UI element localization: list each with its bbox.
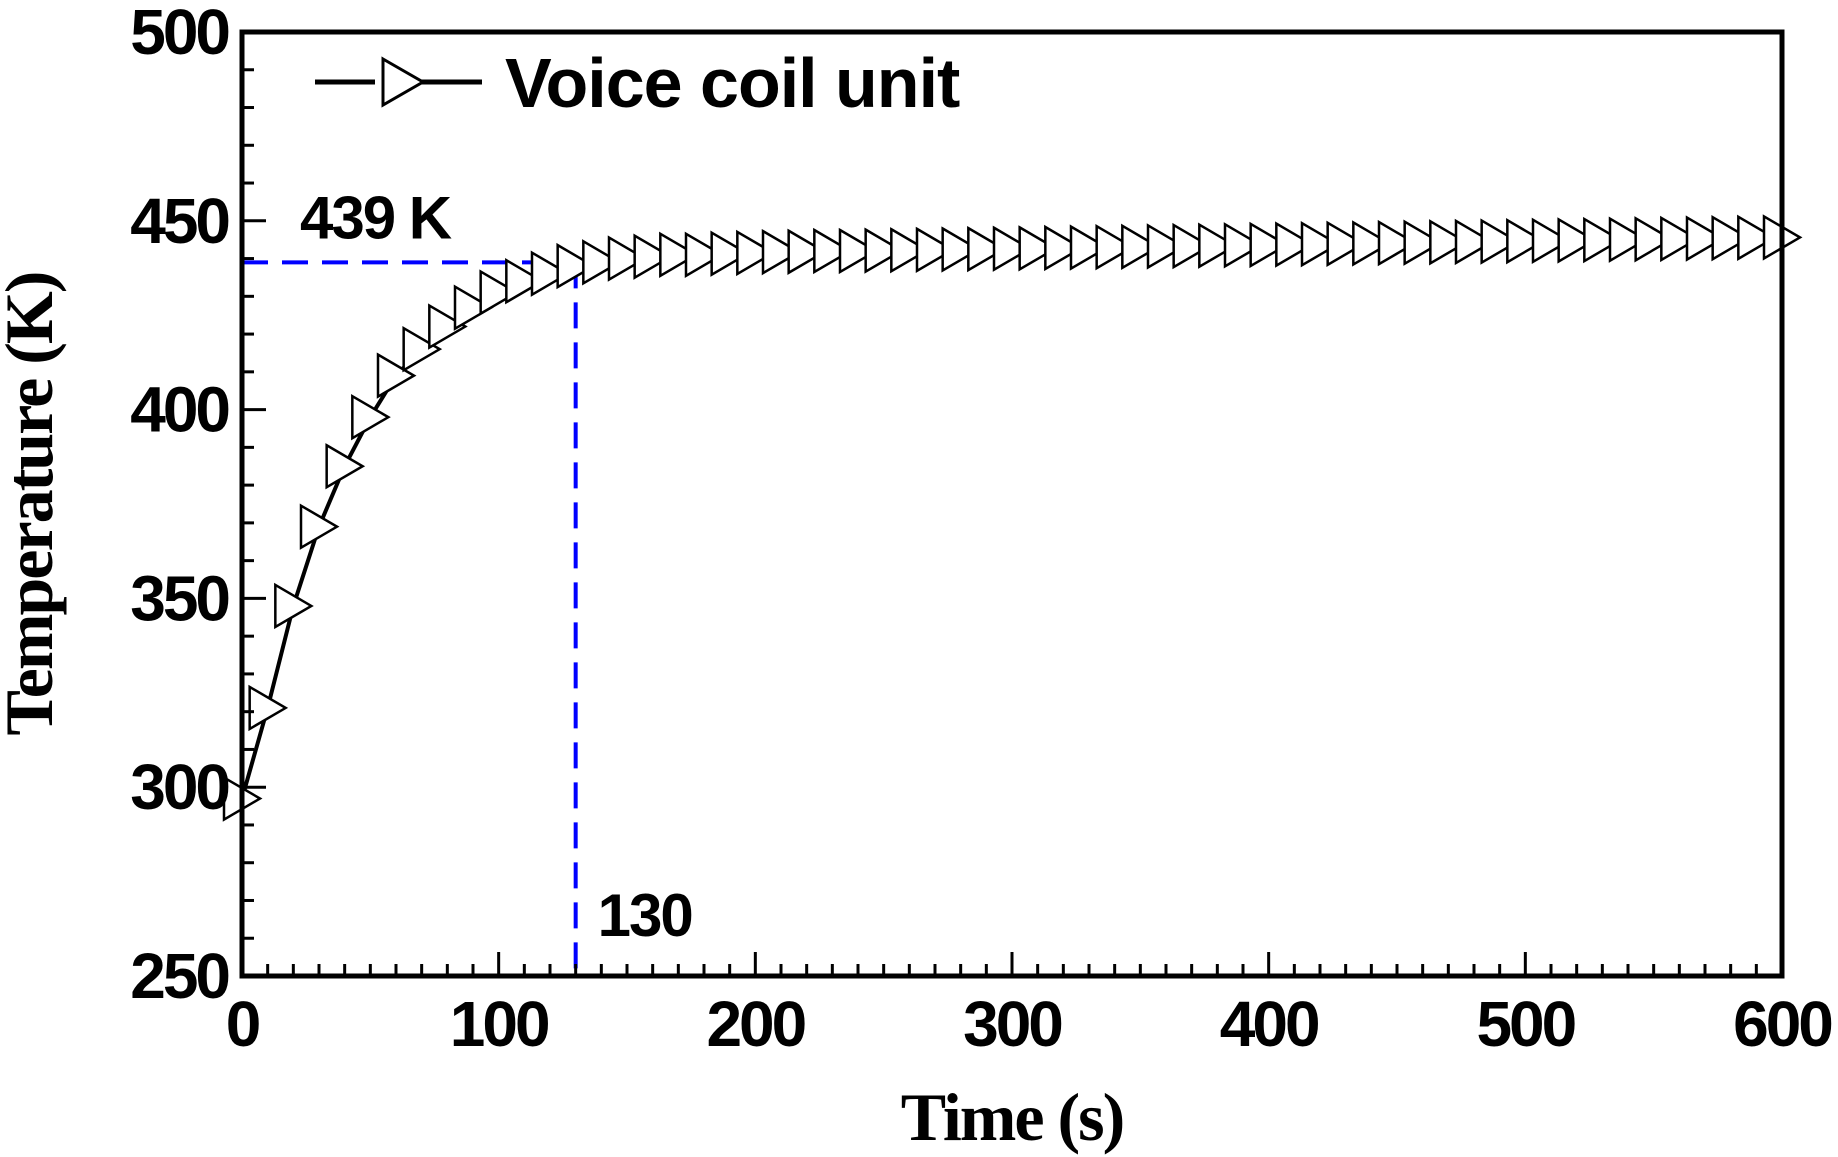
x-tick-label: 100 (450, 988, 548, 1060)
x-tick-label: 0 (226, 988, 259, 1060)
data-point-marker (1480, 218, 1521, 265)
data-point-marker (1660, 215, 1700, 263)
data-point-marker (1121, 223, 1161, 271)
data-point-marker (402, 326, 443, 373)
legend-label: Voice coil unit (505, 44, 960, 122)
data-point-marker (1172, 222, 1213, 270)
data-point-marker (659, 231, 699, 278)
data-point-marker (967, 225, 1007, 273)
data-point-marker (1429, 219, 1469, 266)
data-point-marker (325, 443, 366, 490)
annotation-130: 130 (598, 882, 692, 949)
x-tick-label: 500 (1476, 988, 1574, 1060)
data-point-marker (941, 226, 982, 273)
data-point-marker (274, 582, 314, 630)
x-tick-label: 400 (1220, 988, 1318, 1060)
data-point-marker (1531, 217, 1572, 264)
data-point-marker (607, 235, 648, 282)
data-point-marker (1095, 224, 1136, 271)
data-point-marker (838, 227, 879, 275)
data-point-marker (479, 269, 520, 316)
y-tick-label: 250 (130, 940, 228, 1012)
data-point-marker (1249, 221, 1290, 269)
data-point-marker (299, 503, 340, 550)
y-axis-title: Temperature (K) (0, 273, 67, 736)
data-point-marker (813, 227, 853, 275)
legend-triangle-marker (381, 56, 427, 108)
data-point-marker (915, 226, 956, 274)
legend: Voice coil unit (315, 44, 961, 122)
data-point-marker (864, 227, 905, 274)
data-point-marker (376, 352, 417, 399)
reference-lines (242, 260, 578, 976)
data-point-marker (530, 250, 571, 297)
data-point-marker (1608, 216, 1649, 263)
axis-ticks (240, 30, 1784, 978)
data-point-marker (633, 233, 674, 280)
data-point-marker (428, 303, 468, 350)
data-point-marker (1300, 221, 1341, 268)
data-point-marker (761, 228, 802, 276)
data-point-marker (1377, 219, 1418, 267)
data-point-marker (1069, 224, 1110, 271)
data-point-marker (582, 239, 622, 286)
x-tick-label: 600 (1733, 988, 1831, 1060)
data-point-marker (787, 228, 828, 275)
data-point-marker (1685, 215, 1726, 262)
annotation-439-k: 439 K (300, 184, 452, 251)
data-point-marker (505, 258, 545, 305)
data-point-marker (1326, 220, 1367, 268)
data-point-marker (556, 242, 597, 290)
data-point-marker (1403, 219, 1444, 266)
data-point-marker (684, 231, 725, 278)
y-tick-label: 500 (130, 0, 228, 68)
data-point-marker (1737, 214, 1777, 261)
tick-labels: 0 100 200 300 400 500 600 250 300 350 400 450 500 (130, 0, 1834, 1060)
data-point-marker (1275, 221, 1315, 268)
x-tick-label: 300 (963, 988, 1061, 1060)
y-tick-label: 450 (130, 185, 228, 257)
data-point-marker (1198, 222, 1238, 269)
data-point-marker (890, 227, 930, 274)
data-point-marker (1018, 225, 1059, 272)
y-tick-label: 400 (130, 374, 228, 446)
x-axis-title: Time (s) (901, 1079, 1124, 1155)
data-point-marker (992, 225, 1033, 272)
data-point-marker (1044, 224, 1084, 272)
data-point-marker (1352, 220, 1392, 267)
data-point-marker (453, 284, 494, 331)
plot-frame (239, 29, 1785, 979)
x-tick-label: 200 (706, 988, 804, 1060)
series-line (240, 235, 1783, 800)
data-point-marker (351, 393, 391, 441)
data-point-marker (248, 684, 289, 732)
data-point-marker (1557, 217, 1598, 264)
series-voice-coil-unit (222, 214, 1803, 822)
data-point-marker (1223, 222, 1264, 269)
data-point-marker (736, 229, 776, 277)
y-tick-label: 300 (130, 751, 228, 823)
data-point-marker (1146, 223, 1187, 270)
data-point-marker (1506, 218, 1546, 265)
data-point-marker (1583, 216, 1623, 264)
data-point-marker (710, 230, 751, 277)
data-point-marker (1634, 216, 1675, 263)
data-point-marker (1711, 214, 1752, 262)
y-tick-label: 350 (130, 562, 228, 634)
data-point-marker (1454, 218, 1495, 266)
